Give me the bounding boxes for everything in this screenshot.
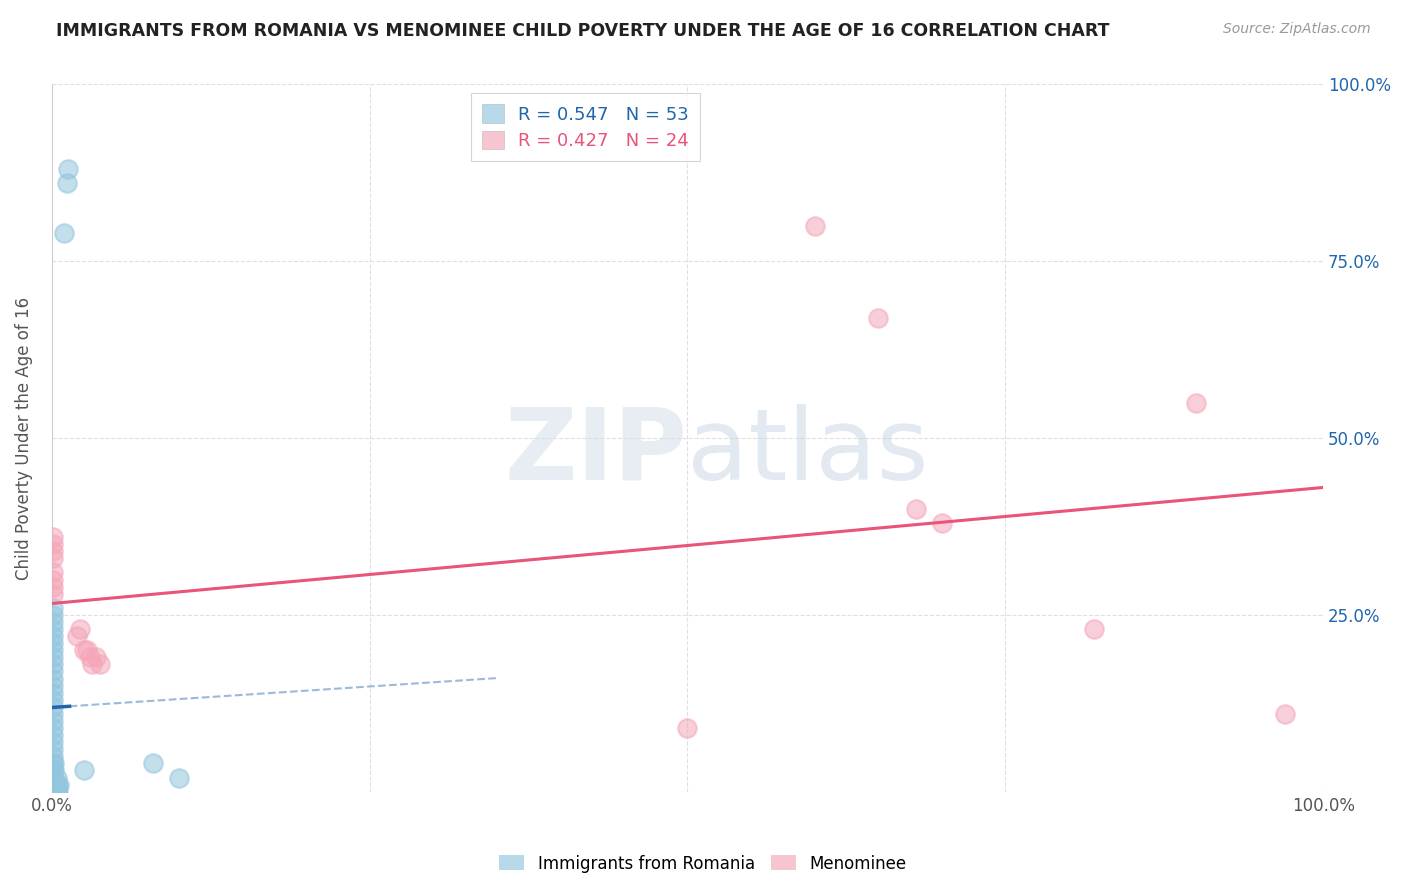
Point (45, 778, 67, 792)
Point (42, 785, 65, 799)
Point (42, 778, 65, 792)
Point (167, 771, 190, 785)
Point (42, 600, 65, 615)
Point (42, 665, 65, 679)
Point (42, 657, 65, 672)
Point (42, 742, 65, 756)
Point (42, 764, 65, 778)
Point (868, 310, 890, 325)
Point (72, 764, 94, 778)
Point (42, 544, 65, 558)
Point (42, 771, 65, 785)
Point (45, 785, 67, 799)
Point (1185, 395, 1208, 409)
Point (42, 573, 65, 587)
Point (1274, 706, 1296, 721)
Point (44, 756, 66, 771)
Point (76, 643, 98, 657)
Point (42, 615, 65, 629)
Point (42, 771, 65, 785)
Text: Source: ZipAtlas.com: Source: ZipAtlas.com (1223, 22, 1371, 37)
Point (42, 622, 65, 636)
Point (46, 785, 69, 799)
Point (42, 714, 65, 728)
Point (44, 771, 66, 785)
Point (42, 785, 65, 799)
Point (42, 728, 65, 742)
Point (42, 785, 65, 799)
Point (79, 650, 101, 665)
Point (45, 771, 67, 785)
Point (42, 686, 65, 700)
Point (44, 785, 66, 799)
Point (48, 778, 70, 792)
Point (56, 177, 79, 191)
Point (42, 699, 65, 714)
Point (44, 778, 66, 792)
Point (42, 778, 65, 792)
Point (676, 721, 699, 735)
Legend: R = 0.547   N = 53, R = 0.427   N = 24: R = 0.547 N = 53, R = 0.427 N = 24 (471, 94, 700, 161)
Point (72, 643, 94, 657)
Point (46, 778, 69, 792)
Point (905, 501, 928, 516)
Point (42, 778, 65, 792)
Point (42, 756, 65, 771)
Point (42, 537, 65, 551)
Point (89, 657, 111, 672)
Point (42, 636, 65, 650)
Point (42, 735, 65, 749)
Point (42, 587, 65, 601)
Point (142, 756, 165, 771)
Point (66, 629, 89, 643)
Point (53, 226, 76, 240)
Point (42, 643, 65, 657)
Text: atlas: atlas (688, 404, 929, 500)
Point (42, 764, 65, 778)
Point (803, 219, 825, 233)
Y-axis label: Child Poverty Under the Age of 16: Child Poverty Under the Age of 16 (15, 296, 32, 580)
Point (42, 749, 65, 764)
Point (42, 785, 65, 799)
Point (82, 657, 104, 672)
Point (45, 785, 67, 799)
Point (42, 650, 65, 665)
Point (42, 679, 65, 693)
Point (42, 530, 65, 544)
Point (42, 706, 65, 721)
Text: IMMIGRANTS FROM ROMANIA VS MENOMINEE CHILD POVERTY UNDER THE AGE OF 16 CORRELATI: IMMIGRANTS FROM ROMANIA VS MENOMINEE CHI… (56, 22, 1109, 40)
Point (1083, 622, 1105, 636)
Point (42, 607, 65, 622)
Point (58, 162, 80, 177)
Point (42, 551, 65, 566)
Point (931, 516, 953, 530)
Legend: Immigrants from Romania, Menominee: Immigrants from Romania, Menominee (492, 848, 914, 880)
Point (42, 692, 65, 706)
Point (42, 566, 65, 580)
Text: ZIP: ZIP (505, 404, 688, 500)
Point (42, 629, 65, 643)
Point (69, 622, 91, 636)
Point (42, 721, 65, 735)
Point (84, 650, 107, 665)
Point (42, 785, 65, 799)
Point (42, 580, 65, 594)
Point (42, 672, 65, 686)
Point (44, 764, 66, 778)
